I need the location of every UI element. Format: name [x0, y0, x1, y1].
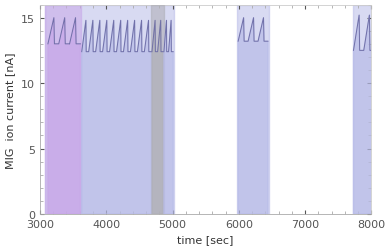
Y-axis label: MIG  ion current [nA]: MIG ion current [nA] [5, 52, 16, 168]
Polygon shape [353, 16, 374, 214]
Bar [353, 6, 375, 214]
Bar [45, 6, 174, 214]
Polygon shape [48, 18, 81, 214]
X-axis label: time [sec]: time [sec] [178, 234, 234, 244]
Bar [151, 6, 164, 214]
Bar [237, 6, 269, 214]
Polygon shape [82, 21, 151, 214]
Polygon shape [164, 21, 173, 214]
Bar [45, 6, 81, 214]
Polygon shape [238, 18, 268, 214]
Polygon shape [152, 21, 163, 214]
